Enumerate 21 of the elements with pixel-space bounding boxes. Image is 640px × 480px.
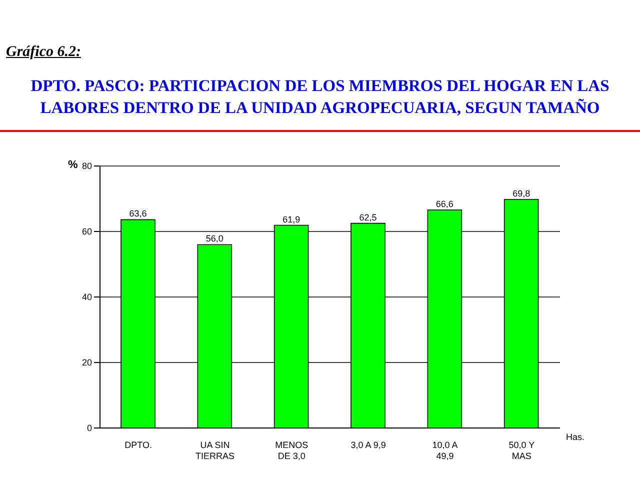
x-tick-label: UA SIN TIERRAS (195, 440, 235, 461)
y-tick-label: 20 (82, 358, 92, 368)
y-tick-label: 0 (86, 423, 92, 434)
x-axis-title: Has. (566, 432, 585, 442)
y-tick-label: 40 (82, 292, 92, 302)
x-tick-label: 50,0 Y MAS (508, 440, 535, 461)
data-label: 56,0 (206, 234, 224, 244)
data-label: 63,6 (129, 208, 147, 219)
x-tick-label: 3,0 A 9,9 (350, 440, 386, 450)
chart-subtitle: Gráfico 6.2: (6, 44, 81, 61)
data-label: 69,8 (512, 188, 530, 198)
y-axis-title: % (68, 159, 78, 171)
data-label: 66,6 (436, 198, 454, 209)
y-tick-label: 60 (82, 226, 92, 237)
x-tick-label: 10,0 A 49,9 (432, 440, 458, 461)
x-tick-label: DPTO. (124, 440, 152, 450)
x-tick-label: MENOS DE 3,0 (275, 440, 308, 461)
data-label: 62,5 (359, 212, 377, 222)
y-tick-label: 80 (82, 161, 92, 172)
chart-title: DPTO. PASCO: PARTICIPACION DE LOS MIEMBROS DEL HOGAR EN LAS LABORES DENTRO DE LA UNIDAD AGROPECUARIA, SEGUN TAMAÑO (30, 75, 610, 119)
data-label: 61,9 (282, 214, 300, 224)
